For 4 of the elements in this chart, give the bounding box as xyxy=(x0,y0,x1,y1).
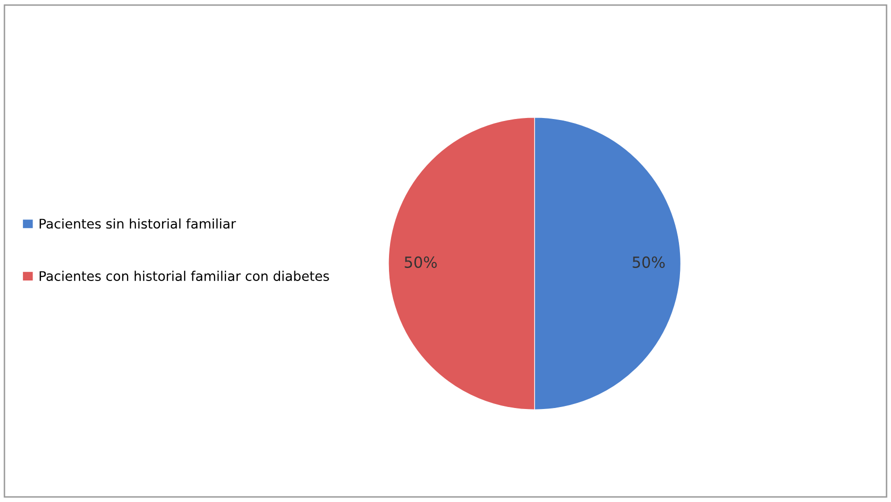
legend-label: Pacientes con historial familiar con diabetes xyxy=(40,270,329,282)
data-label: 50% xyxy=(632,256,665,268)
legend-label: Pacientes sin historial familiar xyxy=(40,218,236,229)
data-label: 50% xyxy=(404,256,437,268)
